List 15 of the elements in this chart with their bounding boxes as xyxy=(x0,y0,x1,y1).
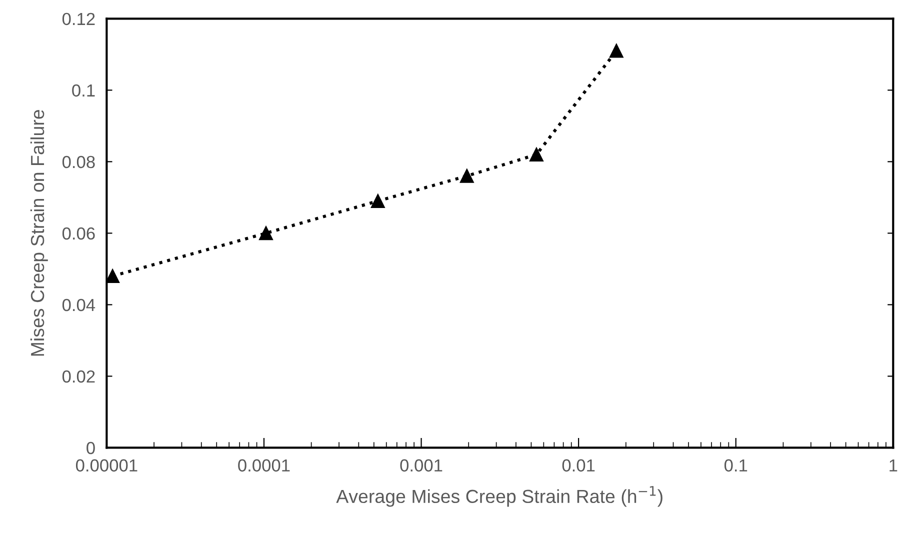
y-tick-label: 0.12 xyxy=(62,12,95,26)
x-tick-label: 0.00001 xyxy=(76,459,138,472)
x-tick-label: 0.1 xyxy=(724,459,748,472)
y-tick-label: 0.1 xyxy=(72,84,95,97)
y-tick-label: 0 xyxy=(86,442,95,454)
y-axis-title: Mises Creep Strain on Failure xyxy=(30,110,48,356)
x-tick-label: 0.01 xyxy=(562,459,595,472)
y-tick-label: 0.06 xyxy=(62,227,95,240)
y-tick-label: 0.04 xyxy=(62,298,96,312)
x-tick-label: 1 xyxy=(890,459,898,472)
x-tick-label: 0.001 xyxy=(400,459,442,472)
x-axis-title: Average Mises Creep Strain Rate (h$^{−1}$) xyxy=(336,486,662,507)
x-tick-label: 0.0001 xyxy=(238,459,290,472)
y-tick-label: 0.02 xyxy=(62,370,95,383)
y-tick-label: 0.08 xyxy=(62,156,95,168)
